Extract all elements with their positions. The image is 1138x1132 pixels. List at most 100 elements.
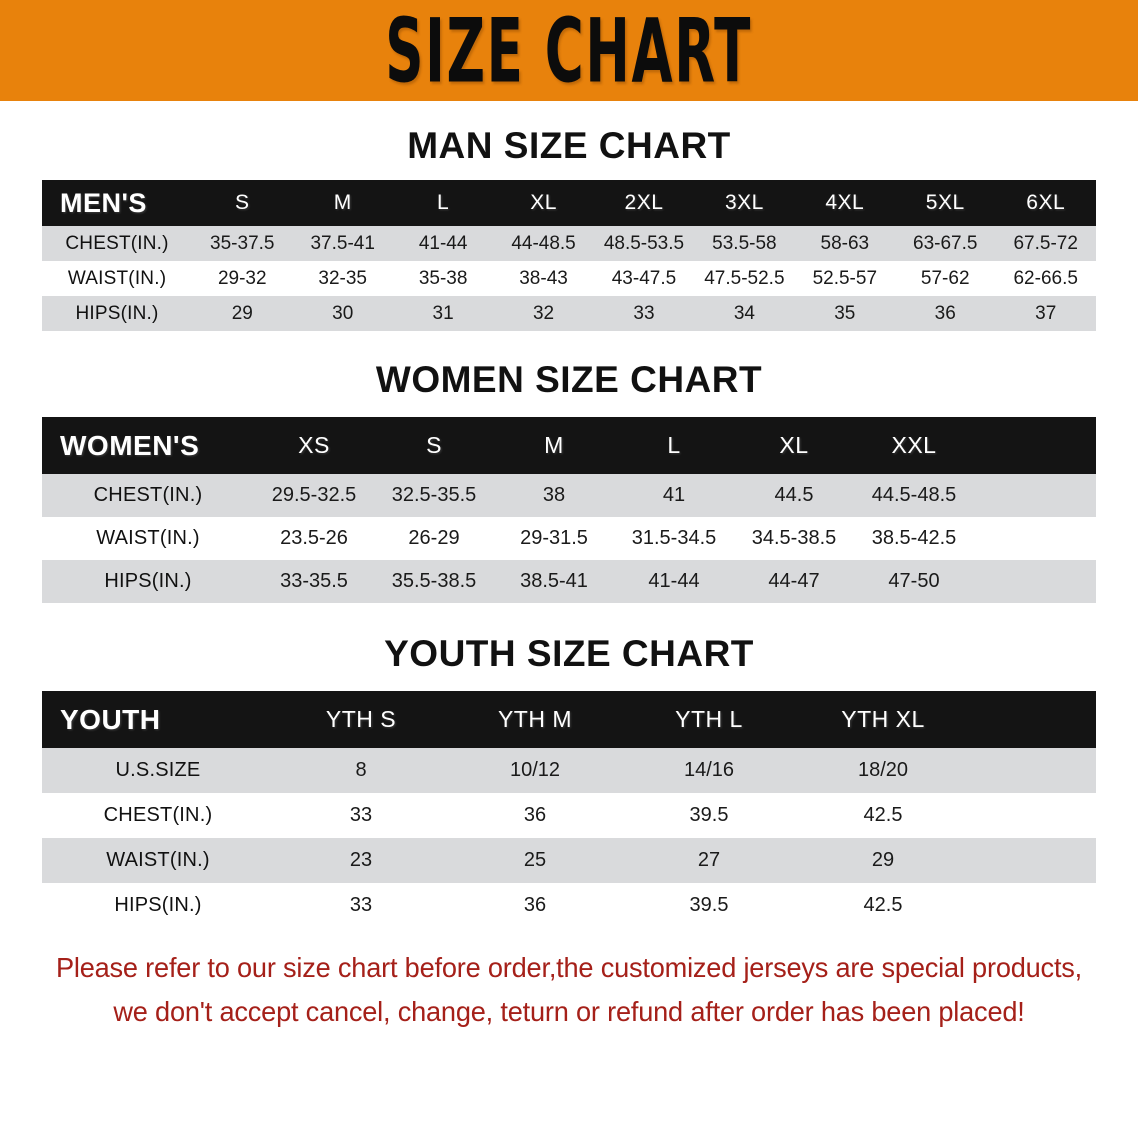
table-cell: 31	[432, 302, 454, 324]
table-cell: 44-47	[768, 570, 820, 592]
youth-table-header-row: YOUTH YTH S YTH M YTH L YTH XL	[42, 691, 1096, 748]
table-cell: 36	[523, 894, 547, 916]
man-size-column-header: S	[235, 191, 250, 214]
table-cell: 57-62	[920, 267, 970, 289]
table-cell: 53.5-58	[712, 232, 777, 254]
table-row: HIPS(IN.) 29 30 31 32 33 34 35 36 37	[42, 296, 1096, 331]
man-size-column-header: 2XL	[624, 191, 664, 214]
table-cell: 29-31.5	[520, 527, 588, 549]
table-row: CHEST(IN.) 33 36 39.5 42.5	[42, 793, 1096, 838]
table-cell: 23	[349, 849, 373, 871]
women-row-label: HIPS(IN.)	[104, 570, 192, 592]
table-cell: 52.5-57	[812, 267, 878, 289]
table-row: HIPS(IN.) 33-35.5 35.5-38.5 38.5-41 41-4…	[42, 560, 1096, 603]
table-cell: 30	[332, 302, 354, 324]
man-corner-label: MEN'S	[60, 187, 147, 218]
women-size-table: WOMEN'S XS S M L XL XXL CHEST(IN.) 29.5-…	[42, 417, 1096, 603]
women-size-column-header: XL	[779, 432, 809, 458]
man-size-column-header: 6XL	[1026, 191, 1066, 214]
man-row-label: HIPS(IN.)	[75, 302, 159, 324]
women-size-column-header: XXL	[891, 432, 937, 458]
table-cell: 35-38	[418, 267, 468, 289]
table-cell-spacer	[970, 793, 1096, 838]
table-cell: 18/20	[857, 759, 909, 781]
youth-size-column-header: YTH XL	[841, 706, 925, 732]
table-cell-spacer	[970, 883, 1096, 928]
man-size-column-header: 4XL	[825, 191, 865, 214]
table-cell: 38-43	[519, 267, 568, 289]
table-cell: 42.5	[863, 894, 903, 916]
table-cell: 29-32	[217, 267, 267, 289]
table-cell: 47.5-52.5	[704, 267, 785, 289]
man-row-label: WAIST(IN.)	[67, 267, 167, 289]
table-row: CHEST(IN.) 35-37.5 37.5-41 41-44 44-48.5…	[42, 226, 1096, 261]
youth-size-table: YOUTH YTH S YTH M YTH L YTH XL U.S.SIZE …	[42, 691, 1096, 928]
youth-size-table-wrapper: YOUTH YTH S YTH M YTH L YTH XL U.S.SIZE …	[42, 691, 1096, 928]
table-cell: 58-63	[820, 232, 870, 254]
table-cell: 63-67.5	[913, 232, 978, 254]
women-size-column-header: L	[667, 432, 681, 458]
table-cell: 32-35	[318, 267, 367, 289]
table-cell: 33	[633, 302, 655, 324]
youth-size-column-header: YTH L	[675, 706, 743, 732]
table-cell: 67.5-72	[1013, 232, 1078, 254]
table-cell: 32	[532, 302, 555, 324]
youth-corner-label: YOUTH	[60, 703, 161, 735]
table-cell: 29	[231, 302, 253, 324]
women-size-table-wrapper: WOMEN'S XS S M L XL XXL CHEST(IN.) 29.5-…	[42, 417, 1096, 603]
table-cell: 34.5-38.5	[751, 527, 837, 549]
table-cell: 31.5-34.5	[631, 527, 717, 549]
table-row: WAIST(IN.) 23.5-26 26-29 29-31.5 31.5-34…	[42, 517, 1096, 560]
table-cell: 48.5-53.5	[603, 232, 685, 254]
table-cell: 35-37.5	[210, 232, 275, 254]
women-size-column-header: XS	[298, 432, 330, 458]
table-cell: 36	[523, 804, 547, 826]
table-cell: 8	[355, 759, 367, 781]
table-row: HIPS(IN.) 33 36 39.5 42.5	[42, 883, 1096, 928]
man-row-label: CHEST(IN.)	[65, 232, 169, 254]
women-size-column-header: S	[426, 432, 442, 458]
youth-row-label: WAIST(IN.)	[106, 849, 210, 871]
table-row: U.S.SIZE 8 10/12 14/16 18/20	[42, 748, 1096, 793]
women-table-header-row: WOMEN'S XS S M L XL XXL	[42, 417, 1096, 474]
table-cell-spacer	[974, 560, 1096, 603]
table-cell: 35.5-38.5	[391, 570, 477, 592]
table-cell: 33	[349, 804, 373, 826]
table-cell: 33	[349, 894, 373, 916]
man-size-column-header: XL	[530, 191, 557, 214]
man-size-column-header: M	[333, 191, 352, 214]
table-cell: 26-29	[408, 527, 460, 549]
table-cell: 43-47.5	[611, 267, 677, 289]
youth-row-label: U.S.SIZE	[115, 759, 201, 781]
table-cell: 27	[697, 849, 721, 871]
table-cell: 38.5-41	[520, 570, 588, 592]
disclaimer-line-1: Please refer to our size chart before or…	[55, 952, 1083, 983]
table-cell: 33-35.5	[280, 570, 348, 592]
table-cell: 10/12	[509, 759, 561, 781]
table-cell: 44.5-48.5	[871, 484, 957, 506]
man-table-header-row: MEN'S S M L XL 2XL 3XL 4XL 5XL 6XL	[42, 180, 1096, 226]
women-section-title: WOMEN SIZE CHART	[375, 359, 763, 400]
table-cell: 23.5-26	[280, 527, 348, 549]
table-cell: 42.5	[863, 804, 903, 826]
man-section-title: MAN SIZE CHART	[407, 125, 731, 166]
table-cell: 37.5-41	[310, 232, 375, 254]
page-banner: SIZE CHART	[0, 0, 1138, 101]
women-header-spacer	[974, 417, 1096, 474]
table-cell: 32.5-35.5	[391, 484, 477, 506]
table-cell: 29	[871, 849, 895, 871]
table-cell-spacer	[970, 748, 1096, 793]
table-cell: 39.5	[689, 894, 729, 916]
disclaimer-line-2: we don't accept cancel, change, teturn o…	[113, 996, 1025, 1027]
youth-header-spacer	[970, 691, 1096, 748]
table-cell: 44-48.5	[511, 232, 576, 254]
disclaimer: Please refer to our size chart before or…	[50, 946, 1088, 1034]
table-cell: 38.5-42.5	[871, 527, 957, 549]
table-cell: 37	[1035, 302, 1057, 324]
page-title: SIZE CHART	[385, 0, 753, 102]
man-size-table: MEN'S S M L XL 2XL 3XL 4XL 5XL 6XL CHEST…	[42, 180, 1096, 331]
table-cell: 25	[523, 849, 547, 871]
women-row-label: CHEST(IN.)	[93, 484, 203, 506]
youth-section-title: YOUTH SIZE CHART	[384, 633, 754, 674]
women-row-label: WAIST(IN.)	[96, 527, 200, 549]
